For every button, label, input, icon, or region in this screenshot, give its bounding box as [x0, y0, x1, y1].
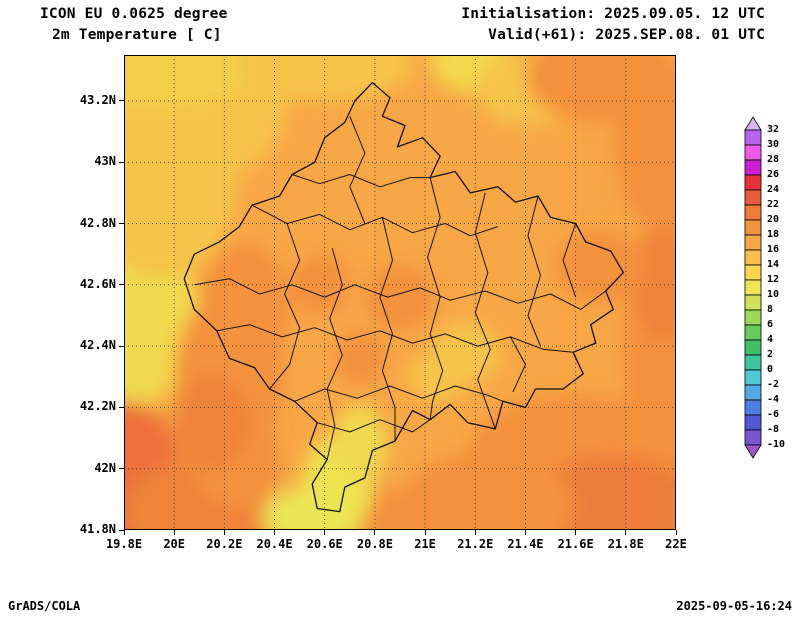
x-tick-label: 20.6E [306, 537, 343, 551]
y-tick [119, 529, 124, 531]
temperature-field-svg [124, 55, 676, 530]
colorbar-level-label: 24 [767, 184, 780, 195]
x-tick [474, 530, 476, 535]
x-tick [123, 530, 125, 535]
x-tick [424, 530, 426, 535]
y-tick [119, 345, 124, 347]
colorbar-svg [744, 116, 762, 459]
y-tick-label: 43.2N [79, 92, 116, 107]
y-tick [119, 468, 124, 470]
valid-time-label: Valid(+61): 2025.SEP.08. 01 UTC [488, 27, 765, 43]
y-tick-label: 42.2N [79, 399, 116, 414]
variable-title: 2m Temperature [ C] [52, 27, 222, 43]
y-tick [119, 406, 124, 408]
colorbar-level-label: -8 [767, 424, 780, 435]
colorbar-level-label: 18 [767, 229, 780, 240]
y-tick-label: 42.8N [79, 215, 116, 230]
colorbar-level-label: -10 [767, 439, 786, 450]
y-tick-label: 41.8N [79, 522, 116, 536]
model-title: ICON EU 0.0625 degree [40, 6, 228, 22]
colorbar-level-label: 16 [767, 244, 780, 255]
x-tick [274, 530, 276, 535]
x-tick-label: 20.4E [256, 537, 293, 551]
colorbar-level-label: 14 [767, 259, 780, 270]
colorbar-level-label: 8 [767, 304, 774, 315]
colorbar-level-label: 32 [767, 124, 780, 135]
y-tick [119, 284, 124, 286]
x-tick-label: 19.8E [105, 537, 143, 551]
x-tick [374, 530, 376, 535]
init-time-label: Initialisation: 2025.09.05. 12 UTC [461, 6, 765, 22]
colorbar-level-label: 26 [767, 169, 780, 180]
y-tick [119, 223, 124, 225]
x-tick-label: 21.2E [457, 537, 494, 551]
colorbar-level-label: 30 [767, 139, 780, 150]
y-tick [119, 100, 124, 102]
y-tick [119, 161, 124, 163]
colorbar-level-label: 20 [767, 214, 780, 225]
colorbar-level-label: -6 [767, 409, 780, 420]
colorbar-level-label: -4 [767, 394, 780, 405]
x-tick-label: 21E [414, 537, 436, 551]
x-tick-label: 21.6E [557, 537, 594, 551]
x-tick [575, 530, 577, 535]
grads-credit: GrADS/COLA [8, 599, 81, 613]
x-tick-label: 20E [163, 537, 186, 551]
x-tick-label: 21.8E [607, 537, 644, 551]
colorbar-level-label: 12 [767, 274, 780, 285]
x-tick [625, 530, 627, 535]
x-tick [675, 530, 677, 535]
colorbar [744, 116, 762, 463]
y-tick-label: 42.6N [79, 276, 116, 291]
map-plot [124, 55, 676, 530]
x-tick [173, 530, 175, 535]
x-tick [324, 530, 326, 535]
colorbar-level-label: 6 [767, 319, 774, 330]
colorbar-level-label: 22 [767, 199, 780, 210]
colorbar-level-label: 4 [767, 334, 774, 345]
colorbar-level-label: 28 [767, 154, 780, 165]
x-tick-label: 20.8E [356, 537, 393, 551]
colorbar-level-label: -2 [767, 379, 780, 390]
colorbar-level-label: 0 [767, 364, 774, 375]
y-tick-label: 42N [94, 460, 116, 475]
x-tick [223, 530, 225, 535]
y-tick-label: 42.4N [79, 338, 116, 353]
x-tick [524, 530, 526, 535]
colorbar-level-label: 10 [767, 289, 780, 300]
creation-timestamp: 2025-09-05-16:24 [676, 599, 792, 613]
x-tick-label: 21.4E [507, 537, 544, 551]
x-tick-label: 20.2E [206, 537, 243, 551]
x-tick-label: 22E [665, 537, 687, 551]
colorbar-level-label: 2 [767, 349, 774, 360]
y-tick-label: 43N [94, 154, 116, 169]
